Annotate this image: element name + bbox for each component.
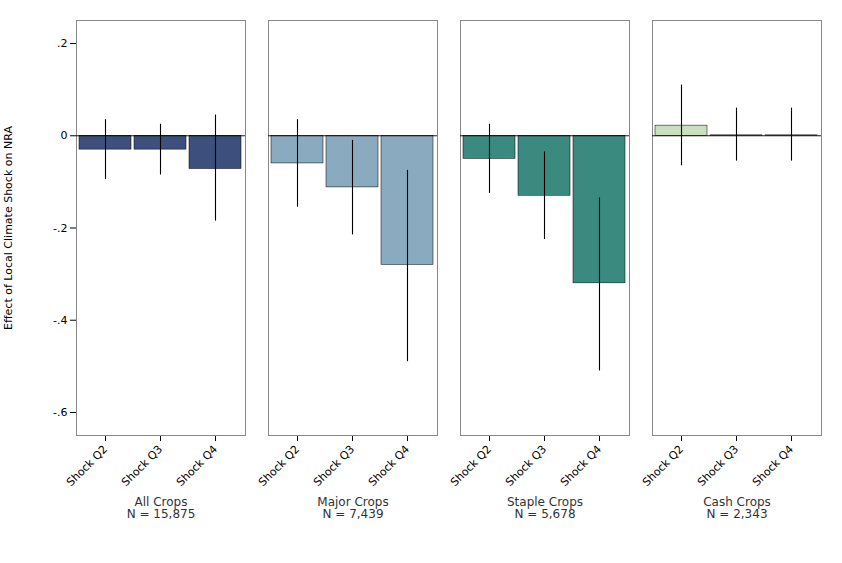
svg-text:Shock Q3: Shock Q3	[695, 443, 741, 489]
svg-text:Cash CropsN = 2,343: Cash CropsN = 2,343	[703, 495, 771, 521]
svg-text:.2: .2	[57, 37, 68, 50]
svg-text:Shock Q2: Shock Q2	[640, 443, 686, 489]
svg-text:Shock Q2: Shock Q2	[448, 443, 494, 489]
svg-text:Shock Q4: Shock Q4	[174, 443, 220, 489]
svg-text:Shock Q2: Shock Q2	[64, 443, 110, 489]
svg-text:Shock Q4: Shock Q4	[366, 443, 412, 489]
svg-text:Shock Q4: Shock Q4	[750, 443, 796, 489]
svg-text:Shock Q2: Shock Q2	[256, 443, 302, 489]
svg-text:Shock Q3: Shock Q3	[503, 443, 549, 489]
svg-text:-.4: -.4	[53, 314, 67, 327]
svg-text:-.6: -.6	[53, 406, 67, 419]
svg-text:-.2: -.2	[53, 222, 67, 235]
svg-text:Shock Q4: Shock Q4	[558, 443, 604, 489]
svg-text:Effect of Local Climate Shock: Effect of Local Climate Shock on NRA	[2, 126, 15, 330]
svg-text:Staple CropsN = 5,678: Staple CropsN = 5,678	[507, 495, 583, 521]
svg-text:Shock Q3: Shock Q3	[119, 443, 165, 489]
svg-text:All CropsN = 15,875: All CropsN = 15,875	[127, 495, 196, 521]
svg-text:0: 0	[61, 129, 68, 142]
svg-text:Major CropsN = 7,439: Major CropsN = 7,439	[317, 495, 388, 521]
svg-text:Shock Q3: Shock Q3	[311, 443, 357, 489]
